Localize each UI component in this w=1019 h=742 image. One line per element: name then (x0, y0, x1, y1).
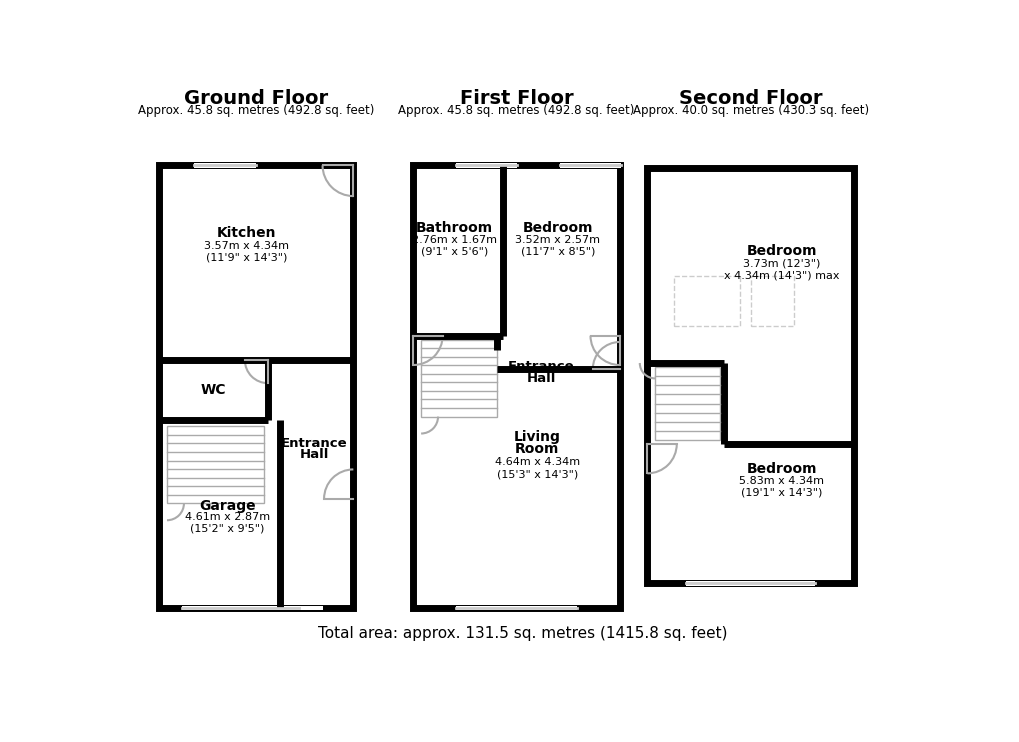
Text: 4.61m x 2.87m: 4.61m x 2.87m (184, 512, 269, 522)
Bar (559, 163, 621, 168)
Bar (674, 275, 739, 326)
Text: Entrance: Entrance (281, 437, 347, 450)
Text: Hall: Hall (300, 448, 329, 462)
Bar (686, 581, 814, 585)
Text: (11'7" x 8'5"): (11'7" x 8'5") (520, 247, 594, 257)
Text: Hall: Hall (526, 372, 555, 385)
Bar (751, 275, 793, 326)
Text: Bathroom: Bathroom (416, 221, 493, 235)
Bar (159, 165, 353, 608)
Text: Second Floor: Second Floor (679, 88, 821, 108)
Text: 4.64m x 4.34m: 4.64m x 4.34m (494, 457, 579, 467)
Text: First Floor: First Floor (460, 88, 573, 108)
Text: WC: WC (201, 383, 226, 397)
Text: Garage: Garage (199, 499, 256, 513)
Bar (455, 163, 517, 168)
Text: Bedroom: Bedroom (746, 462, 816, 476)
Bar (167, 427, 264, 503)
Text: 3.52m x 2.57m: 3.52m x 2.57m (515, 235, 600, 246)
Text: 3.73m (12'3"): 3.73m (12'3") (742, 259, 819, 269)
Bar (647, 168, 853, 583)
Text: Bedroom: Bedroom (522, 221, 592, 235)
Text: Bedroom: Bedroom (746, 244, 816, 258)
Bar (194, 163, 256, 168)
Text: 3.57m x 4.34m: 3.57m x 4.34m (204, 240, 288, 251)
Text: (15'3" x 14'3"): (15'3" x 14'3") (496, 470, 578, 479)
Text: (11'9" x 14'3"): (11'9" x 14'3") (206, 252, 287, 262)
Bar (455, 605, 577, 611)
Text: 2.76m x 1.67m: 2.76m x 1.67m (412, 235, 496, 246)
Text: Approx. 45.8 sq. metres (492.8 sq. feet): Approx. 45.8 sq. metres (492.8 sq. feet) (138, 104, 374, 116)
Text: Kitchen: Kitchen (217, 226, 276, 240)
Text: (19'1" x 14'3"): (19'1" x 14'3") (740, 488, 821, 498)
Text: Room: Room (515, 442, 558, 456)
Text: (15'2" x 9'5"): (15'2" x 9'5") (190, 524, 264, 533)
Text: 5.83m x 4.34m: 5.83m x 4.34m (739, 476, 823, 487)
Text: Total area: approx. 131.5 sq. metres (1415.8 sq. feet): Total area: approx. 131.5 sq. metres (14… (318, 626, 727, 641)
Bar (421, 340, 497, 416)
Text: x 4.34m (14'3") max: x 4.34m (14'3") max (723, 270, 839, 280)
Text: Approx. 45.8 sq. metres (492.8 sq. feet): Approx. 45.8 sq. metres (492.8 sq. feet) (398, 104, 634, 116)
Text: Approx. 40.0 sq. metres (430.3 sq. feet): Approx. 40.0 sq. metres (430.3 sq. feet) (632, 104, 868, 116)
Text: Ground Floor: Ground Floor (184, 88, 328, 108)
Text: Living: Living (514, 430, 560, 444)
Text: (9'1" x 5'6"): (9'1" x 5'6") (421, 247, 488, 257)
Text: Entrance: Entrance (507, 360, 574, 373)
Bar (413, 165, 620, 608)
Bar (182, 605, 322, 611)
Bar (654, 367, 719, 440)
